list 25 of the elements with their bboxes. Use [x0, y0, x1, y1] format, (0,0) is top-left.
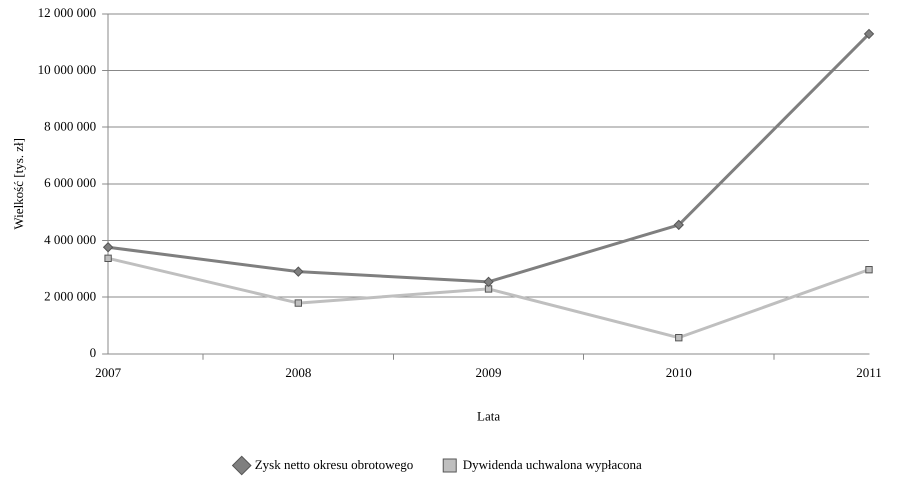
y-axis-title: Wielkość [tys. zł]	[11, 138, 26, 230]
point	[484, 276, 494, 287]
x-tick-label: 2008	[285, 365, 312, 380]
point	[484, 285, 492, 293]
y-tick-label: 10 000 000	[38, 62, 96, 77]
y-tick-label: 12 000 000	[38, 5, 96, 20]
y-tick-label: 8 000 000	[44, 118, 96, 134]
x-tick-label: 2011	[856, 365, 882, 380]
point	[293, 266, 304, 277]
x-tick-label: 2009	[476, 365, 502, 380]
point	[674, 220, 684, 230]
y-tick-label: 2 000 000	[44, 288, 96, 304]
legend-label: Zysk netto okresu obrotowego	[254, 456, 414, 472]
x-axis-title: Lata	[477, 408, 500, 424]
point	[864, 28, 874, 39]
point	[865, 266, 873, 274]
point	[294, 299, 302, 307]
y-tick-label: 6 000 000	[44, 175, 96, 190]
point	[104, 254, 112, 262]
y-tick-label: 0	[90, 345, 96, 360]
x-tick-label: 2010	[666, 365, 692, 380]
x-tick-label: 2007	[95, 365, 122, 380]
y-tick-label: 4 000 000	[44, 232, 96, 247]
point	[675, 334, 682, 342]
legend-label: Dywidenda uchwalona wypłacona	[462, 456, 642, 472]
